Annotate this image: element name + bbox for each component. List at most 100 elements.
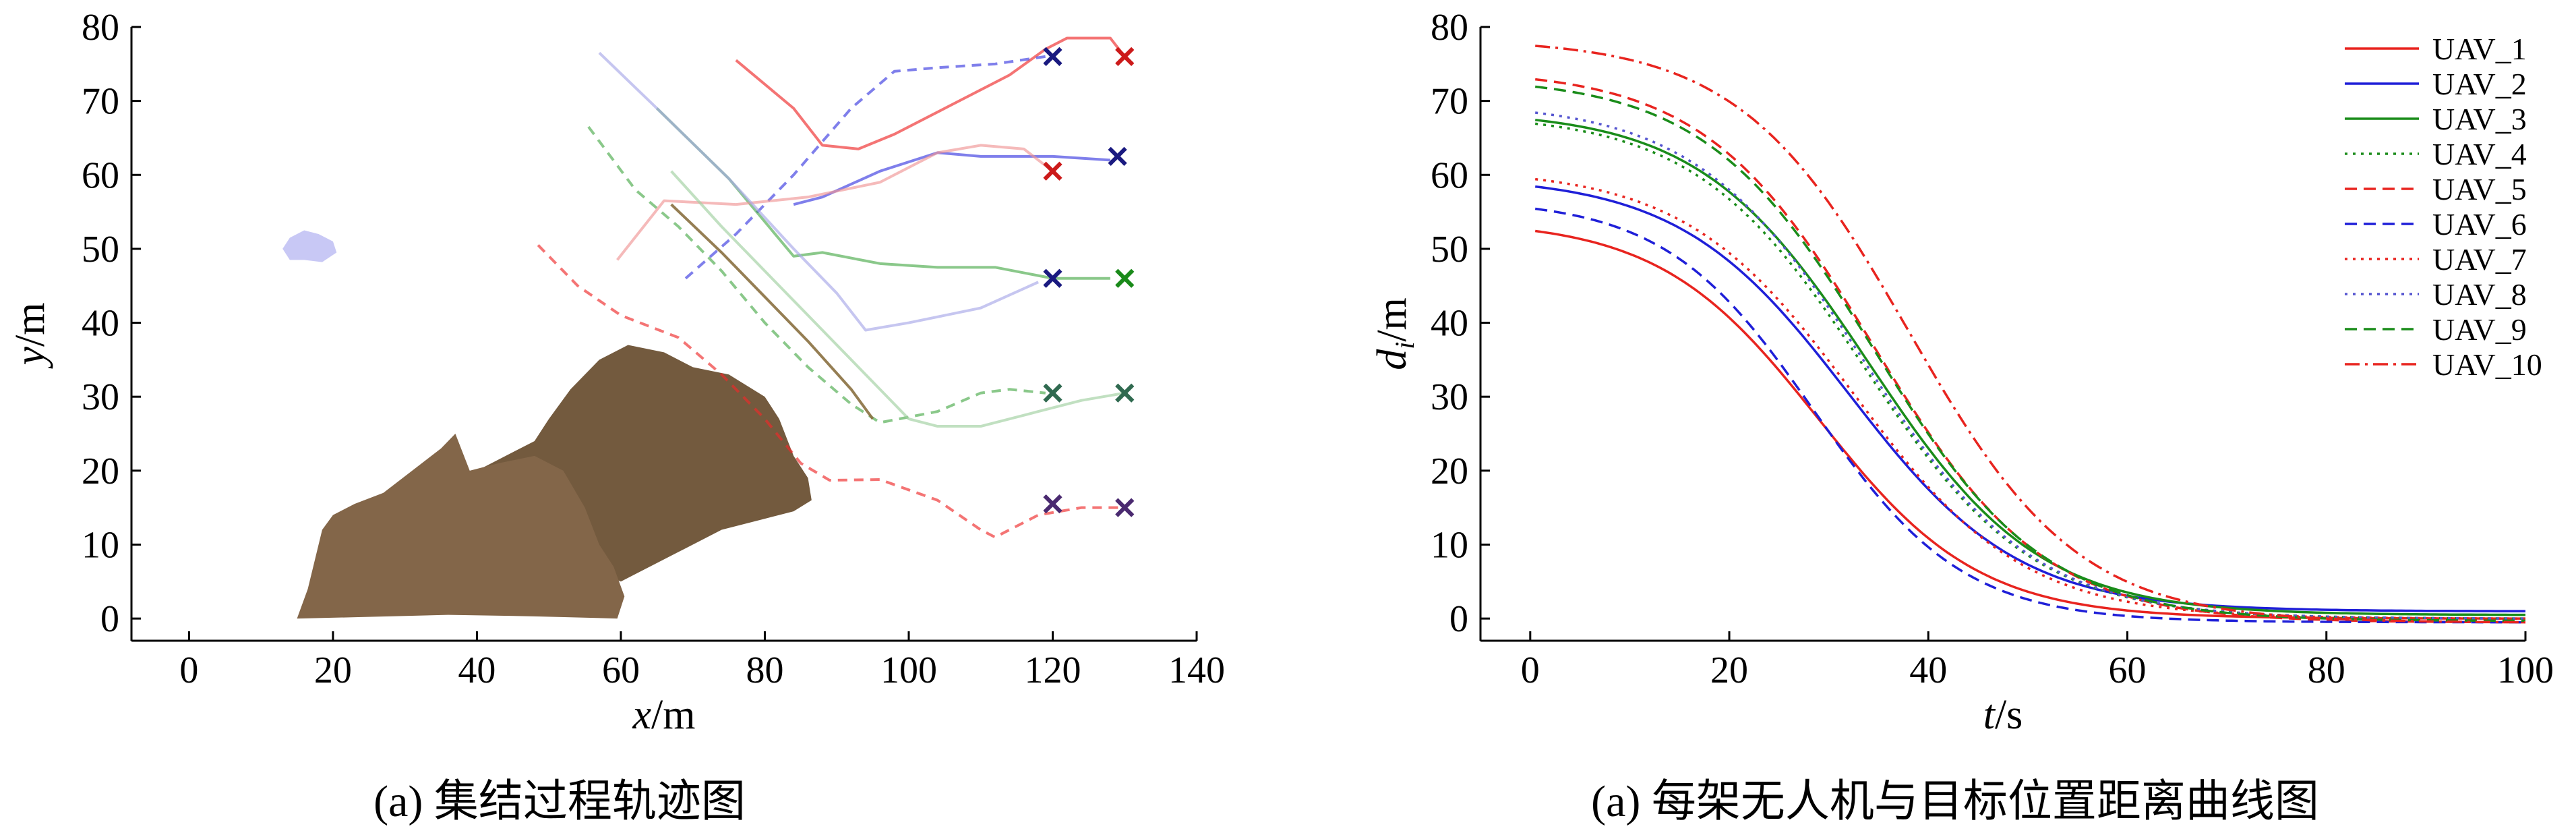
legend-entry: UAV_1 <box>2345 32 2527 66</box>
legend-entry: UAV_3 <box>2345 102 2527 136</box>
target-markers-layer <box>1043 47 1135 517</box>
marker-stroke <box>1115 383 1135 403</box>
target-marker <box>1043 494 1062 514</box>
target-marker <box>1043 161 1062 181</box>
marker-stroke <box>1043 161 1062 181</box>
legend-label: UAV_8 <box>2432 277 2527 312</box>
y-tick-label: 10 <box>1431 524 1468 566</box>
legend-label: UAV_5 <box>2432 172 2527 206</box>
marker-stroke <box>1115 498 1135 517</box>
legend-entry: UAV_8 <box>2345 277 2527 312</box>
x-tick-label: 80 <box>2308 650 2345 691</box>
y-tick-label: 40 <box>82 303 119 345</box>
target-marker <box>1108 146 1127 166</box>
x-tick-label: 60 <box>2109 650 2147 691</box>
target-marker <box>1043 47 1062 66</box>
legend-entry: UAV_10 <box>2345 347 2542 382</box>
y-axis-variable: y <box>7 346 53 369</box>
series-UAV_1 <box>1534 229 2525 620</box>
trajectory-7 <box>616 144 1054 261</box>
legend: UAV_1UAV_2UAV_3UAV_4UAV_5UAV_6UAV_7UAV_8… <box>2345 32 2542 382</box>
y-tick-label: 0 <box>100 598 119 640</box>
x-tick-label: 40 <box>458 650 496 691</box>
legend-label: UAV_4 <box>2432 137 2527 171</box>
legend-label: UAV_9 <box>2432 312 2527 347</box>
series-UAV_3 <box>1534 119 2525 616</box>
legend-entry: UAV_5 <box>2345 172 2527 206</box>
x-tick-label: 20 <box>314 650 352 691</box>
y-tick-label: 60 <box>1431 154 1468 196</box>
legend-entry: UAV_7 <box>2345 242 2527 277</box>
trajectory-axes: 0 20 40 60 80 100 120 14001020304050607080x/my/… <box>7 7 1225 738</box>
y-tick-label: 10 <box>82 524 119 566</box>
legend-label: UAV_1 <box>2432 32 2527 66</box>
x-tick-label: 140 <box>1168 650 1225 691</box>
x-tick-label: 0 <box>179 650 198 691</box>
distance-axes: 0 20 40 60 80 100 0 10 20 30 40 50 60 70 80 t/s di/m <box>1369 7 2554 738</box>
obstacles-layer <box>282 230 812 619</box>
x-tick-label: 80 <box>746 650 783 691</box>
obstacle-mountain-small <box>297 434 625 619</box>
series-UAV_9 <box>1534 85 2525 623</box>
x-axis-unit: /s <box>1995 692 2023 738</box>
marker-stroke <box>1043 383 1062 403</box>
legend-entry: UAV_4 <box>2345 137 2527 171</box>
marker-stroke <box>1043 47 1062 66</box>
series-UAV_8 <box>1534 111 2525 620</box>
y-tick-label: 70 <box>1431 81 1468 123</box>
y-axis-variable: d <box>1369 349 1415 370</box>
legend-label: UAV_7 <box>2432 242 2527 277</box>
legend-label: UAV_6 <box>2432 207 2527 241</box>
trajectory-9 <box>670 170 1125 428</box>
y-tick-label: 50 <box>1431 229 1468 270</box>
trajectory-4 <box>684 55 1046 280</box>
y-tick-label: 70 <box>82 81 119 123</box>
x-tick-label: 0 <box>1521 650 1540 691</box>
target-marker <box>1115 498 1135 517</box>
target-marker <box>1043 268 1062 288</box>
legend-label: UAV_3 <box>2432 102 2527 136</box>
x-tick-label: 120 <box>1024 650 1081 691</box>
y-tick-label: 80 <box>1431 7 1468 49</box>
y-tick-label: 30 <box>82 376 119 418</box>
x-axis-variable: t <box>1983 692 1996 738</box>
distance-curves-layer <box>1534 45 2525 624</box>
series-UAV_2 <box>1534 185 2525 612</box>
x-axis-label: t/s <box>1983 692 2023 738</box>
y-axis-unit: /m <box>7 303 53 347</box>
distance-caption: (a) 每架无人机与目标位置距离曲线图 <box>1591 777 2319 826</box>
target-marker <box>1115 268 1135 288</box>
trajectory-8 <box>598 51 1039 332</box>
y-tick-label: 40 <box>1431 303 1468 345</box>
trajectory-5 <box>655 107 1110 280</box>
y-tick-label: 50 <box>82 229 119 270</box>
trajectory-3 <box>793 151 1111 206</box>
marker-stroke <box>1108 146 1127 166</box>
trajectory-1 <box>735 36 1126 150</box>
x-tick-label: 20 <box>1710 650 1748 691</box>
legend-entry: UAV_6 <box>2345 207 2527 241</box>
x-axis-variable: x <box>632 692 652 738</box>
y-axis-label: di/m <box>1369 297 1420 370</box>
y-axis-unit: /m <box>1369 297 1415 341</box>
x-tick-label: 100 <box>2497 650 2554 691</box>
target-marker <box>1043 383 1062 403</box>
legend-label: UAV_2 <box>2432 67 2527 101</box>
series-UAV_4 <box>1534 122 2525 620</box>
y-tick-label: 20 <box>1431 451 1468 492</box>
y-tick-label: 60 <box>82 154 119 196</box>
y-tick-label: 30 <box>1431 376 1468 418</box>
trajectory-caption: (a) 集结过程轨迹图 <box>373 777 746 826</box>
target-marker <box>1115 383 1135 403</box>
x-axis-label: x/m <box>632 692 696 738</box>
x-axis-unit: /m <box>651 692 695 738</box>
y-tick-label: 0 <box>1449 598 1468 640</box>
y-tick-label: 20 <box>82 451 119 492</box>
legend-entry: UAV_2 <box>2345 67 2527 101</box>
legend-entry: UAV_9 <box>2345 312 2527 347</box>
marker-stroke <box>1115 47 1135 66</box>
trajectory-10 <box>670 203 874 420</box>
trajectories-layer <box>537 36 1126 539</box>
marker-stroke <box>1115 268 1135 288</box>
